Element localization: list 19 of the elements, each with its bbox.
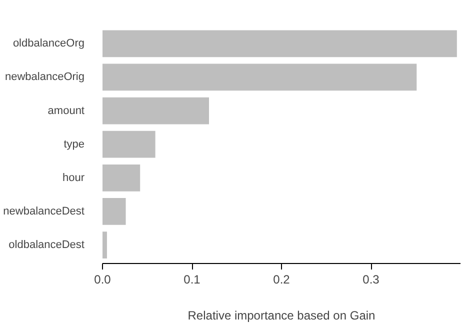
x-tick-label: 0.0 xyxy=(94,272,112,286)
bar xyxy=(102,130,156,158)
bar xyxy=(102,232,107,258)
y-tick-label: amount xyxy=(48,104,85,117)
y-tick-label: type xyxy=(64,138,85,150)
y-tick-label: newbalanceOrig xyxy=(5,71,85,84)
bar xyxy=(102,30,457,58)
x-tick-label: 0.3 xyxy=(362,272,380,286)
y-tick-label: newbalanceDest xyxy=(3,205,85,218)
x-tick-label: 0.1 xyxy=(184,272,201,286)
bar xyxy=(102,164,140,192)
y-tick-label: oldbalanceDest xyxy=(8,239,85,252)
y-tick-label: hour xyxy=(62,172,85,184)
x-tick-label: 0.2 xyxy=(273,272,290,286)
bar xyxy=(102,64,417,91)
bar xyxy=(102,198,126,225)
bar xyxy=(102,97,210,124)
y-tick-label: oldbalanceOrg xyxy=(12,38,85,50)
x-axis-title: Relative importance based on Gain xyxy=(188,308,376,322)
